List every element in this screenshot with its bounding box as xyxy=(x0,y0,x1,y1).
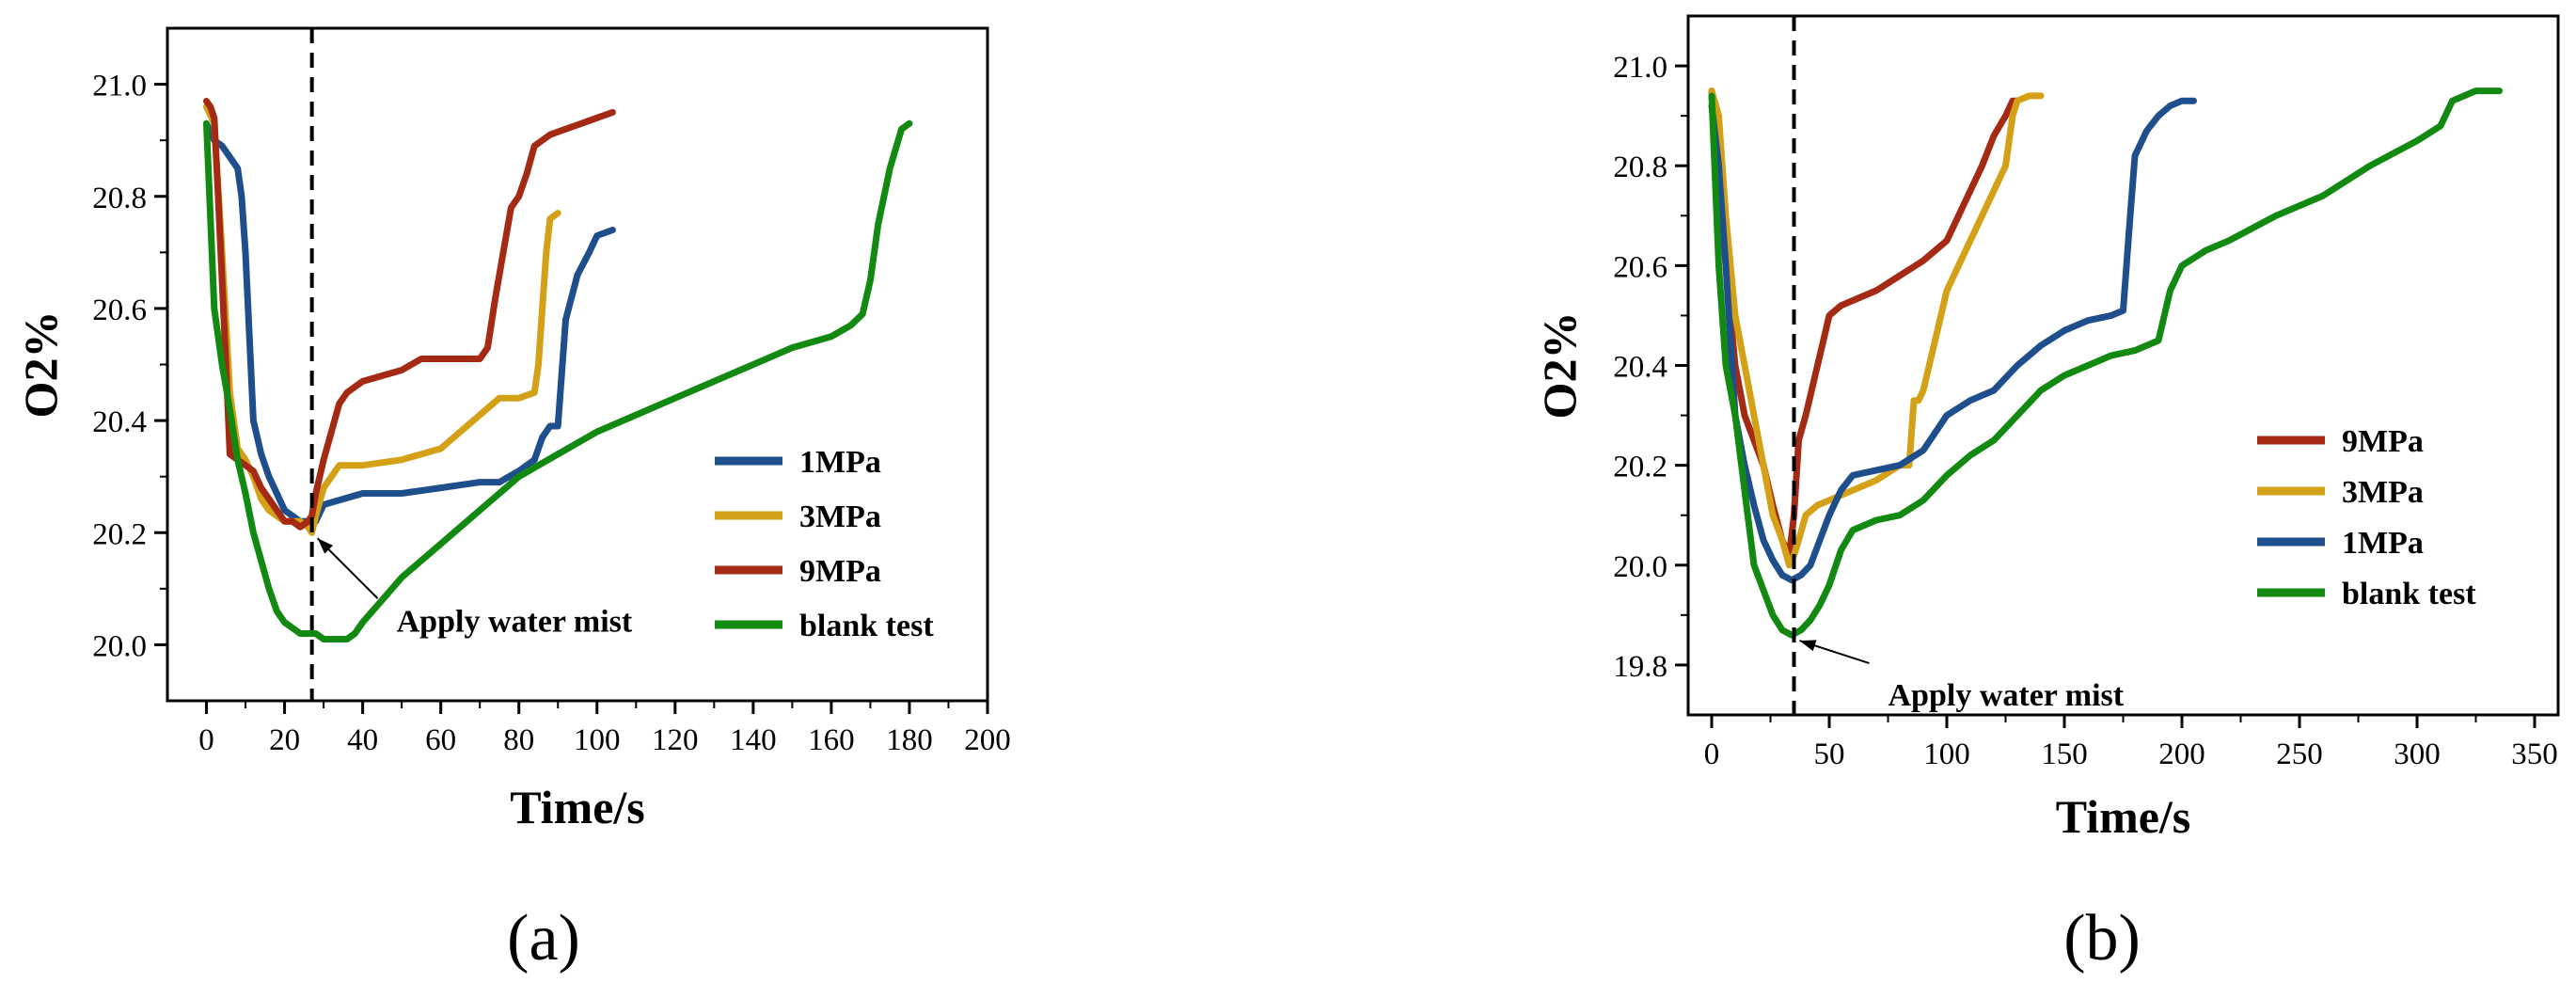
panel-a-chart: 0 20 40 60 80 100 120 140 160 180 200 20.0 20.2 20.4 2… xyxy=(14,26,1011,975)
series-line-1mpa xyxy=(203,119,616,525)
x-tick-label: 0 xyxy=(198,723,214,757)
x-tick-label: 140 xyxy=(730,723,777,757)
x-tick-label: 250 xyxy=(2276,737,2323,771)
y-tick-label: 20.4 xyxy=(92,405,147,439)
legend-label: 3MPa xyxy=(2342,475,2424,510)
x-tick-label: 200 xyxy=(964,723,1011,757)
x-axis-title: Time/s xyxy=(510,781,645,833)
plot-frame xyxy=(166,26,989,703)
y-tick-label: 19.8 xyxy=(1613,650,1667,684)
x-tick-label: 40 xyxy=(347,723,378,757)
x-tick-label: 100 xyxy=(574,723,621,757)
panel-label: (b) xyxy=(2063,902,2141,975)
legend-label: 9MPa xyxy=(2342,424,2424,459)
x-tick-label: 200 xyxy=(2158,737,2205,771)
y-tick-label: 20.6 xyxy=(1613,250,1667,284)
series-line-1mpa xyxy=(1708,97,2197,584)
y-tick-label: 20.4 xyxy=(1613,351,1667,385)
x-tick-label: 50 xyxy=(1814,737,1845,771)
x-tick-label: 0 xyxy=(1704,737,1720,771)
y-tick-label: 20.8 xyxy=(92,182,147,215)
y-tick-label: 20.0 xyxy=(92,629,147,663)
y-tick-label: 20.8 xyxy=(1613,151,1667,184)
legend-label: 1MPa xyxy=(2342,526,2424,561)
x-tick-label: 60 xyxy=(425,723,456,757)
legend-label: 1MPa xyxy=(799,445,881,480)
y-tick-label: 20.2 xyxy=(92,517,147,551)
y-tick-label: 21.0 xyxy=(92,70,147,103)
x-tick-label: 180 xyxy=(886,723,933,757)
x-tick-label: 300 xyxy=(2394,737,2441,771)
series-line-blank-test xyxy=(1708,87,2503,639)
x-tick-label: 160 xyxy=(808,723,855,757)
y-tick-label: 20.0 xyxy=(1613,550,1667,584)
series-line-9mpa xyxy=(1708,87,2021,559)
annotation-arrowhead xyxy=(317,538,333,554)
legend-label: blank test xyxy=(2342,577,2476,611)
x-tick-label: 150 xyxy=(2041,737,2088,771)
legend-label: 3MPa xyxy=(799,499,881,534)
series-line-3mpa xyxy=(1708,87,2045,569)
x-tick-label: 350 xyxy=(2511,737,2558,771)
series-line-3mpa xyxy=(203,103,561,536)
y-tick-label: 21.0 xyxy=(1613,51,1667,85)
legend-label: blank test xyxy=(799,609,934,643)
annotation-arrowhead xyxy=(1799,640,1817,652)
y-tick-label: 20.6 xyxy=(92,293,147,327)
annotation-text: Apply water mist xyxy=(397,604,633,639)
y-tick-label: 20.2 xyxy=(1613,451,1667,484)
y-axis-title: O2% xyxy=(1533,312,1586,420)
legend-label: 9MPa xyxy=(799,554,881,589)
x-axis-title: Time/s xyxy=(2056,790,2191,843)
y-axis-title: O2% xyxy=(14,311,67,419)
panel-label: (a) xyxy=(507,902,580,975)
x-tick-label: 80 xyxy=(503,723,534,757)
annotation-text: Apply water mist xyxy=(1889,678,2125,713)
x-tick-label: 100 xyxy=(1923,737,1970,771)
panel-b-chart: 0 50 100 150 200 250 300 350 19.8 20.0 20.2 20.4 20.… xyxy=(1533,14,2560,975)
series-line-blank-test xyxy=(203,119,913,642)
x-tick-label: 120 xyxy=(652,723,699,757)
x-tick-label: 20 xyxy=(269,723,300,757)
